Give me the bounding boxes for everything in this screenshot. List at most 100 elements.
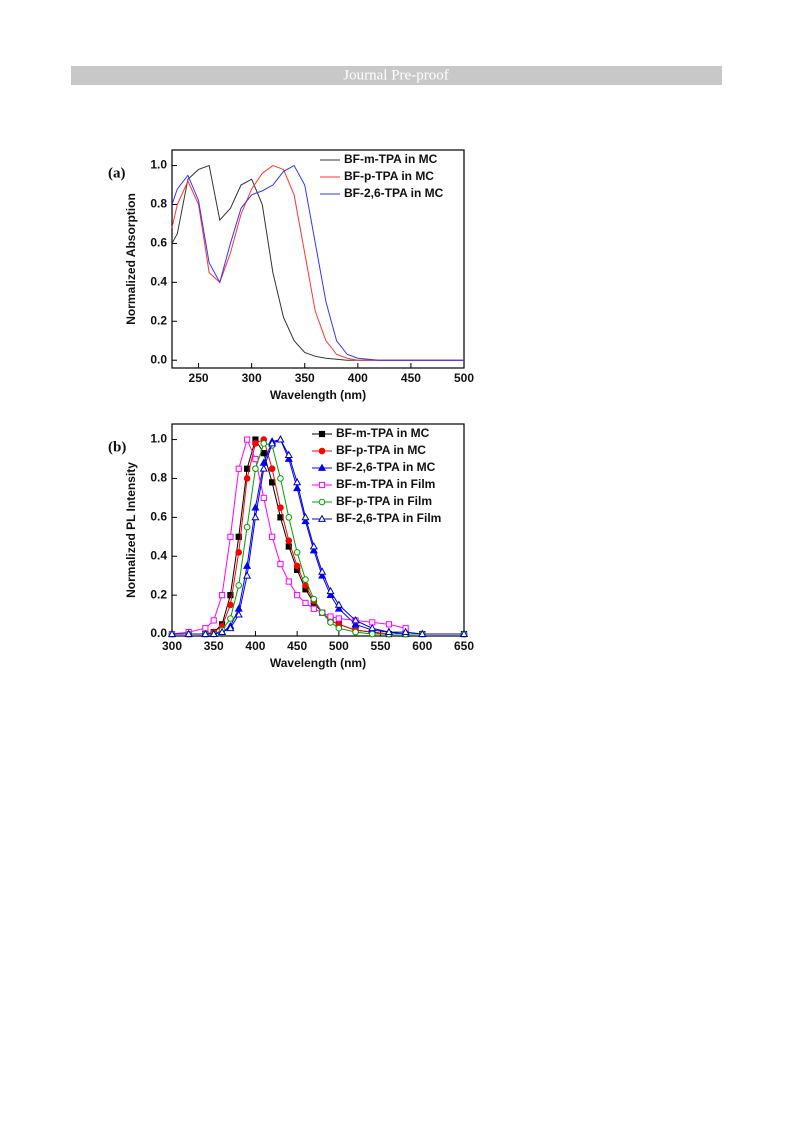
data-point <box>318 447 326 455</box>
x-tick-label: 650 <box>454 639 474 653</box>
data-point <box>209 629 218 637</box>
data-point <box>335 615 342 622</box>
data-point <box>310 605 317 612</box>
series-line <box>171 164 464 361</box>
panel-label: (a) <box>108 165 126 181</box>
data-point <box>318 567 327 575</box>
data-point <box>309 542 318 550</box>
x-tick-label: 350 <box>295 371 315 385</box>
series-line <box>171 165 464 361</box>
data-point <box>418 629 427 637</box>
data-point <box>318 498 326 506</box>
data-point <box>259 464 268 472</box>
data-point <box>285 537 293 544</box>
y-tick-label: 0.2 <box>150 313 167 327</box>
x-axis-label: Wavelength (nm) <box>270 388 366 402</box>
data-point <box>384 627 393 636</box>
legend-label: BF-p-TPA in MC <box>336 443 426 457</box>
data-point <box>352 628 359 636</box>
x-tick-label: 400 <box>245 639 265 653</box>
legend-label: BF-m-TPA in Film <box>336 477 435 491</box>
x-tick-label: 450 <box>401 371 421 385</box>
data-point <box>269 479 276 486</box>
y-tick-label: 0.8 <box>150 471 167 485</box>
legend-label: BF-p-TPA in MC <box>344 169 434 183</box>
y-tick-label: 1.0 <box>150 158 167 172</box>
data-point <box>243 475 251 482</box>
data-point <box>218 592 226 599</box>
y-tick-label: 0.0 <box>150 626 167 640</box>
data-point <box>227 592 234 599</box>
data-point <box>251 512 260 521</box>
data-point <box>252 455 259 463</box>
data-point <box>317 463 327 471</box>
header-bar <box>71 66 722 85</box>
data-point <box>243 571 252 579</box>
panel-label: (b) <box>108 439 126 455</box>
data-point <box>268 439 277 447</box>
header-title: Journal Pre-proof <box>343 67 448 83</box>
plot-frame <box>171 149 465 369</box>
data-point <box>334 600 343 608</box>
data-point <box>327 619 334 626</box>
x-tick-label: 600 <box>412 639 432 653</box>
data-point <box>318 430 326 438</box>
legend-label: BF-m-TPA in MC <box>344 152 438 166</box>
data-point <box>385 621 393 628</box>
data-point <box>260 450 267 457</box>
data-point <box>235 582 243 589</box>
data-point <box>235 533 242 540</box>
y-axis-label: Normalized PL Intensity <box>124 462 138 598</box>
data-point <box>234 610 243 618</box>
y-tick-label: 0.6 <box>150 510 167 524</box>
data-point <box>268 465 276 473</box>
legend-label: BF-2,6-TPA in MC <box>336 460 436 474</box>
x-tick-label: 500 <box>454 371 474 385</box>
x-axis-label: Wavelength (nm) <box>270 656 366 670</box>
y-axis-label: Normalized Absorption <box>124 193 138 325</box>
y-tick-label: 1.0 <box>150 432 167 446</box>
legend-label: BF-2,6-TPA in MC <box>344 186 444 200</box>
data-point <box>335 624 343 632</box>
data-point <box>184 629 193 637</box>
data-point <box>226 623 235 632</box>
data-point <box>459 629 469 637</box>
data-point <box>285 514 293 521</box>
data-point <box>227 615 234 622</box>
data-point <box>334 604 343 612</box>
y-tick-label: 0.0 <box>150 352 167 366</box>
data-point <box>294 592 301 599</box>
x-tick-label: 250 <box>189 371 209 385</box>
data-point <box>260 494 267 502</box>
data-point <box>317 514 327 522</box>
data-point <box>351 616 360 624</box>
data-point <box>302 599 309 607</box>
legend-label: BF-p-TPA in Film <box>336 494 432 508</box>
data-point <box>269 533 276 540</box>
data-point <box>252 465 259 473</box>
data-point <box>301 512 310 521</box>
data-point <box>368 630 376 638</box>
data-point <box>318 481 326 489</box>
data-point <box>252 440 259 447</box>
data-point <box>293 477 302 486</box>
data-point <box>293 549 301 556</box>
y-tick-label: 0.2 <box>150 587 167 601</box>
legend-label: BF-2,6-TPA in Film <box>336 511 441 525</box>
data-point <box>327 613 334 620</box>
y-tick-label: 0.6 <box>150 236 167 250</box>
data-point <box>227 533 234 540</box>
data-point <box>293 562 301 570</box>
x-tick-label: 300 <box>242 371 262 385</box>
x-tick-label: 400 <box>348 371 368 385</box>
data-point <box>284 450 293 459</box>
y-tick-label: 0.4 <box>150 548 167 562</box>
data-point <box>210 617 217 624</box>
data-point <box>227 601 234 609</box>
x-tick-label: 500 <box>329 639 349 653</box>
series-line <box>171 164 464 361</box>
x-tick-label: 350 <box>204 639 224 653</box>
